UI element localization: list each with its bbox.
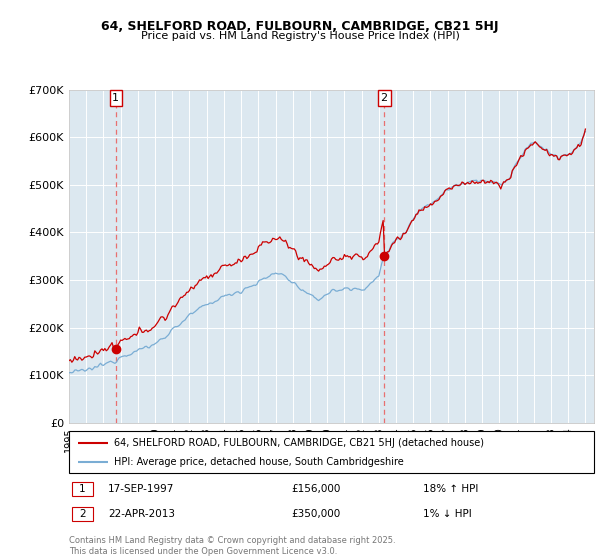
- Text: 1: 1: [112, 93, 119, 103]
- Text: £350,000: £350,000: [291, 508, 340, 519]
- Text: 2: 2: [380, 93, 388, 103]
- Text: Contains HM Land Registry data © Crown copyright and database right 2025.
This d: Contains HM Land Registry data © Crown c…: [69, 536, 395, 556]
- Text: 22-APR-2013: 22-APR-2013: [108, 508, 175, 519]
- Text: 64, SHELFORD ROAD, FULBOURN, CAMBRIDGE, CB21 5HJ: 64, SHELFORD ROAD, FULBOURN, CAMBRIDGE, …: [101, 20, 499, 32]
- Text: 18% ↑ HPI: 18% ↑ HPI: [423, 484, 478, 494]
- Text: 64, SHELFORD ROAD, FULBOURN, CAMBRIDGE, CB21 5HJ (detached house): 64, SHELFORD ROAD, FULBOURN, CAMBRIDGE, …: [114, 437, 484, 447]
- Text: 17-SEP-1997: 17-SEP-1997: [108, 484, 175, 494]
- Text: HPI: Average price, detached house, South Cambridgeshire: HPI: Average price, detached house, Sout…: [114, 457, 404, 467]
- Text: 1: 1: [79, 484, 86, 494]
- Text: 2: 2: [79, 508, 86, 519]
- Text: Price paid vs. HM Land Registry's House Price Index (HPI): Price paid vs. HM Land Registry's House …: [140, 31, 460, 41]
- Text: £156,000: £156,000: [291, 484, 340, 494]
- Text: 1% ↓ HPI: 1% ↓ HPI: [423, 508, 472, 519]
